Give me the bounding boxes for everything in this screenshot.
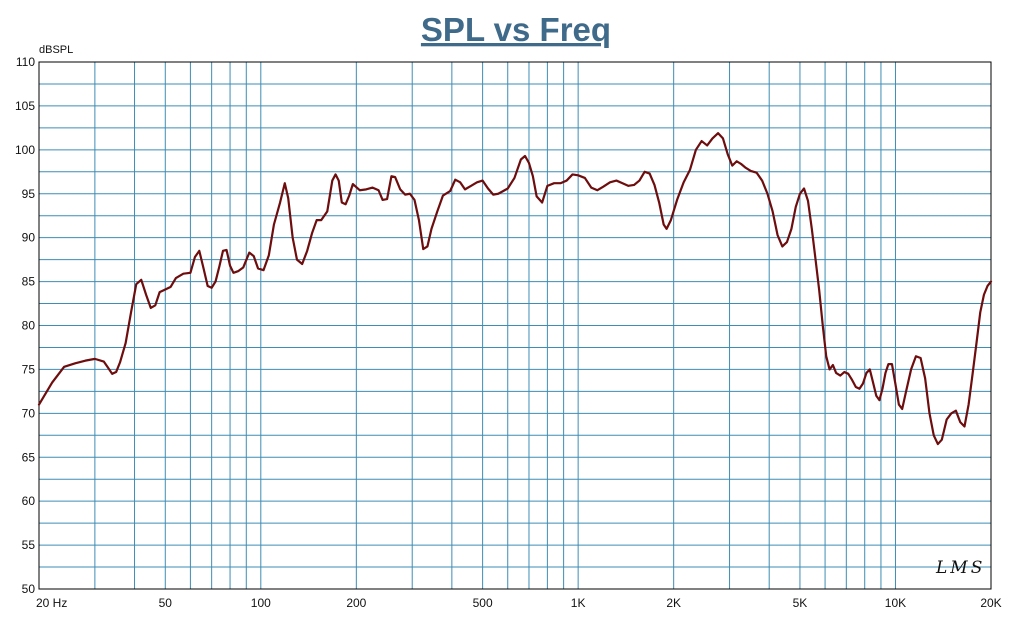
y-tick-label: 60 [22, 494, 36, 508]
y-tick-label: 50 [22, 582, 36, 596]
y-tick-label: 100 [15, 143, 35, 157]
x-tick-label: 10K [885, 596, 906, 610]
grid-lines [38, 61, 992, 590]
y-tick-label: 80 [22, 319, 36, 333]
y-tick-label: 75 [22, 362, 36, 376]
plot-frame [38, 61, 992, 590]
series-layer [37, 132, 993, 446]
x-tick-label: 500 [473, 596, 493, 610]
y-tick-label: 55 [22, 538, 36, 552]
x-tick-label: 200 [346, 596, 366, 610]
lms-watermark: LMS [935, 558, 985, 578]
y-tick-label: 95 [22, 187, 36, 201]
x-axis-ticks: 20 Hz 50 100 200 500 1K 2K 5K 10K 20K [36, 596, 1002, 610]
y-axis-ticks: 50 55 60 65 70 75 80 85 90 95 100 105 110 [15, 55, 35, 596]
spl-series-line [37, 132, 993, 446]
x-tick-label: 5K [793, 596, 808, 610]
x-tick-label: 20K [980, 596, 1001, 610]
y-axis-label: dBSPL [39, 44, 73, 56]
x-tick-label: 1K [571, 596, 586, 610]
y-tick-label: 90 [22, 231, 36, 245]
x-tick-label: 20 Hz [36, 596, 67, 610]
y-tick-label: 110 [16, 55, 35, 69]
y-tick-label: 85 [22, 275, 36, 289]
chart-title: SPL vs Freq [421, 11, 611, 48]
y-tick-label: 65 [22, 450, 36, 464]
y-tick-label: 70 [22, 406, 36, 420]
y-tick-label: 105 [15, 99, 35, 113]
x-tick-label: 50 [159, 596, 173, 610]
x-tick-label: 100 [251, 596, 271, 610]
x-tick-label: 2K [666, 596, 681, 610]
